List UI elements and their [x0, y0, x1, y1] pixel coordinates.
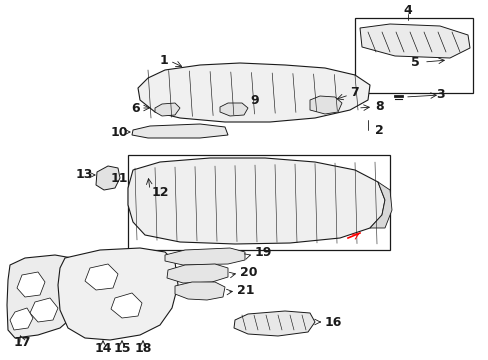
Polygon shape	[111, 293, 142, 318]
Text: 8: 8	[374, 100, 383, 113]
Text: 5: 5	[410, 55, 419, 68]
Polygon shape	[220, 103, 247, 116]
Text: 21: 21	[237, 284, 254, 297]
Text: 19: 19	[254, 247, 272, 260]
Text: 20: 20	[240, 266, 257, 279]
Polygon shape	[30, 298, 58, 322]
Polygon shape	[58, 248, 178, 340]
Polygon shape	[175, 282, 224, 300]
Polygon shape	[96, 166, 120, 190]
Polygon shape	[7, 255, 82, 338]
Bar	[354, 18, 472, 93]
Text: 10: 10	[110, 126, 128, 139]
Text: 3: 3	[435, 89, 444, 102]
Text: 14: 14	[94, 342, 112, 355]
Polygon shape	[17, 272, 45, 297]
Polygon shape	[138, 63, 369, 122]
Text: 2: 2	[374, 123, 383, 136]
Polygon shape	[128, 158, 384, 244]
Text: 15: 15	[113, 342, 130, 355]
Text: 12: 12	[152, 185, 169, 198]
Text: 4: 4	[403, 4, 411, 17]
Polygon shape	[155, 103, 180, 116]
Text: 7: 7	[349, 86, 358, 99]
Polygon shape	[10, 308, 33, 330]
Text: 11: 11	[110, 171, 128, 184]
Polygon shape	[85, 264, 118, 290]
Polygon shape	[164, 248, 244, 265]
Polygon shape	[167, 264, 227, 283]
Polygon shape	[234, 311, 314, 336]
Polygon shape	[132, 124, 227, 138]
Bar	[128, 155, 389, 250]
Text: 13: 13	[76, 168, 93, 181]
Text: 17: 17	[13, 336, 31, 348]
Text: 6: 6	[131, 102, 140, 114]
Text: 18: 18	[134, 342, 151, 355]
Text: 16: 16	[325, 315, 342, 328]
Polygon shape	[359, 24, 469, 58]
Text: 9: 9	[249, 94, 258, 107]
Polygon shape	[309, 96, 341, 114]
Text: 1: 1	[159, 54, 168, 67]
Polygon shape	[369, 182, 391, 228]
